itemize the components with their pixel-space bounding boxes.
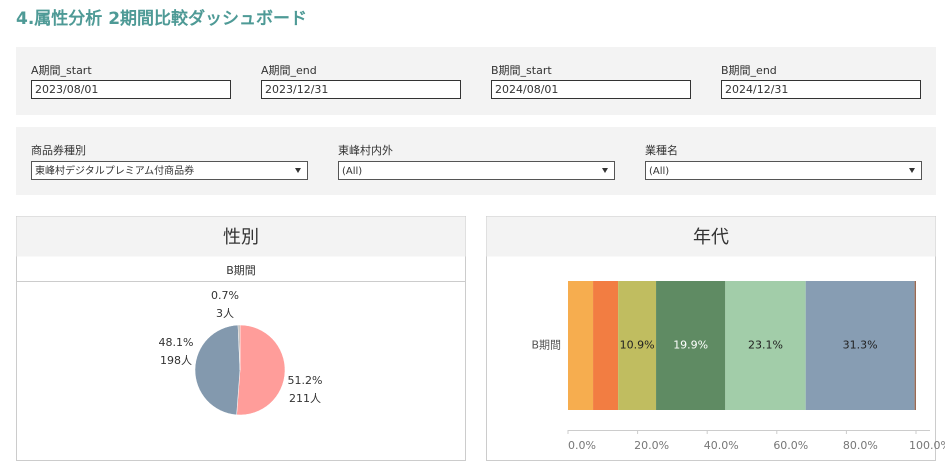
pie-slice [194, 324, 241, 416]
date-input[interactable] [31, 80, 231, 99]
bar-segment [568, 281, 594, 410]
bar-value-label: 23.1% [748, 339, 783, 352]
pie-count-label: 198人 [160, 354, 192, 367]
dropdown-value: 東峰村デジタルプレミアム付商品券 [35, 164, 194, 177]
filter-label: 業種名 [645, 143, 678, 157]
pie-percent-label: 51.2% [288, 374, 323, 387]
bar-segment [914, 281, 916, 410]
bar-segment [593, 281, 619, 410]
date-value: 2023/12/31 [265, 83, 328, 96]
dropdown-value: (All) [649, 166, 669, 177]
pie-percent-label: 48.1% [159, 336, 194, 349]
date-input[interactable] [261, 80, 461, 99]
bar-segment [805, 281, 915, 410]
filter-label: 東峰村内外 [338, 143, 393, 157]
chart-title: 年代 [693, 227, 729, 248]
date-input[interactable] [491, 80, 691, 99]
chart-title: 性別 [223, 227, 259, 248]
pie-count-label: 3人 [216, 307, 234, 320]
chart-subtitle: B期間 [226, 264, 256, 277]
pie-percent-label: 0.7% [211, 289, 239, 302]
filter-label: A期間_start [31, 64, 92, 77]
pie-slice [237, 324, 241, 371]
filter-label: B期間_end [721, 64, 777, 77]
dropdown-value: (All) [342, 166, 362, 177]
dropdown[interactable] [645, 161, 922, 180]
dropdown-arrow [909, 168, 915, 173]
gender-panel-header [16, 216, 466, 257]
x-tick-label: 80.0% [843, 439, 878, 452]
bar-segment [725, 281, 806, 410]
bar-segment [618, 281, 657, 410]
bar-value-label: 10.9% [620, 339, 655, 352]
dropdown[interactable] [338, 161, 615, 180]
bar-value-label: 19.9% [673, 339, 708, 352]
filter-label: A期間_end [261, 64, 317, 77]
x-tick-label: 40.0% [704, 439, 739, 452]
dropdown-arrow [602, 168, 608, 173]
date-input[interactable] [721, 80, 921, 99]
x-tick-label: 100.0% [909, 439, 945, 452]
dropdown[interactable] [31, 161, 308, 180]
dropdown-arrow [295, 168, 301, 173]
filter-label: 商品券種別 [31, 143, 86, 157]
page-title: 4.属性分析 2期間比較ダッシュボード [16, 8, 307, 29]
date-value: 2024/12/31 [725, 83, 788, 96]
date-value: 2023/08/01 [35, 83, 98, 96]
x-tick-label: 0.0% [568, 439, 596, 452]
bar-segment [656, 281, 726, 410]
y-tick-label: B期間 [531, 339, 561, 352]
filter-label: B期間_start [491, 64, 552, 77]
date-value: 2024/08/01 [495, 83, 558, 96]
pie-count-label: 211人 [289, 392, 321, 405]
bar-value-label: 31.3% [843, 339, 878, 352]
x-tick-label: 20.0% [634, 439, 669, 452]
pie-slice [236, 324, 286, 416]
x-tick-label: 60.0% [773, 439, 808, 452]
age-panel-header [486, 216, 936, 257]
